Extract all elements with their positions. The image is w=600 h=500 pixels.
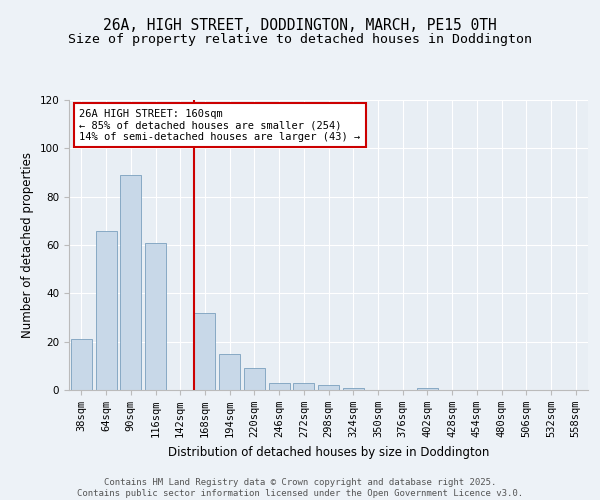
Bar [120, 175, 141, 390]
Bar [269, 383, 290, 390]
Bar [343, 388, 364, 390]
X-axis label: Distribution of detached houses by size in Doddington: Distribution of detached houses by size … [168, 446, 489, 458]
Y-axis label: Number of detached properties: Number of detached properties [21, 152, 34, 338]
Text: 26A, HIGH STREET, DODDINGTON, MARCH, PE15 0TH: 26A, HIGH STREET, DODDINGTON, MARCH, PE1… [103, 18, 497, 32]
Bar [318, 385, 339, 390]
Text: Contains HM Land Registry data © Crown copyright and database right 2025.
Contai: Contains HM Land Registry data © Crown c… [77, 478, 523, 498]
Bar [145, 242, 166, 390]
Bar [293, 383, 314, 390]
Bar [71, 339, 92, 390]
Text: Size of property relative to detached houses in Doddington: Size of property relative to detached ho… [68, 32, 532, 46]
Bar [417, 388, 438, 390]
Bar [244, 368, 265, 390]
Bar [219, 354, 240, 390]
Text: 26A HIGH STREET: 160sqm
← 85% of detached houses are smaller (254)
14% of semi-d: 26A HIGH STREET: 160sqm ← 85% of detache… [79, 108, 361, 142]
Bar [95, 230, 116, 390]
Bar [194, 312, 215, 390]
